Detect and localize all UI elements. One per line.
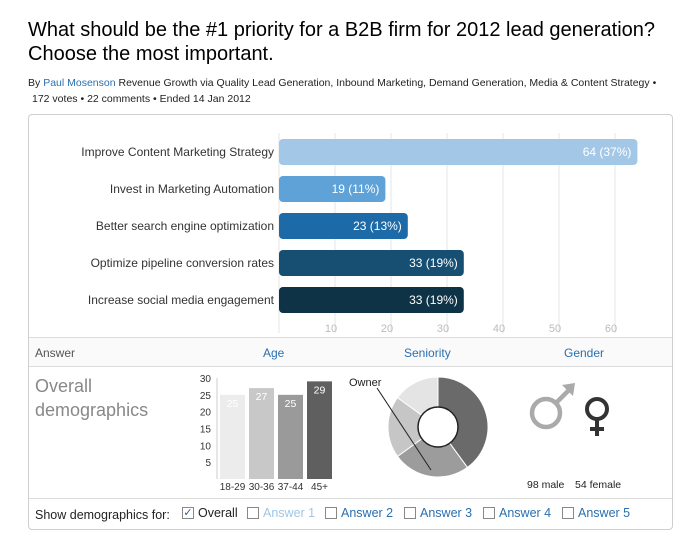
checkbox-answer-2[interactable] (325, 507, 337, 519)
option-label: Improve Content Marketing Strategy (81, 145, 274, 159)
bullet-separator: • (652, 77, 657, 89)
tab-age[interactable]: Age (263, 346, 285, 360)
poll-title: What should be the #1 priority for a B2B… (28, 19, 656, 65)
demographics-header: Answer Age Seniority Gender (29, 337, 672, 367)
checkbox-overall[interactable]: ✓ (182, 507, 194, 519)
bullet-separator: • (153, 93, 157, 105)
result-bar[interactable] (279, 287, 464, 313)
bar-value-label: 23 (13%) (353, 219, 402, 233)
results-chart: 10 20 30 40 50 60 64 (37%) 19 (11%) 23 (13%) 33 (… (278, 133, 638, 335)
result-bar[interactable] (279, 250, 464, 276)
poll-stats: 172 votes • 22 comments • Ended 14 Jan 2… (32, 93, 251, 105)
tab-seniority[interactable]: Seniority (404, 346, 451, 360)
bar-value-label: 33 (19%) (409, 256, 458, 270)
tab-gender[interactable]: Gender (564, 346, 605, 360)
checkbox-answer-4[interactable] (483, 507, 495, 519)
vote-count: 172 votes (32, 93, 78, 105)
bullet-separator: • (80, 93, 85, 105)
poll-byline: By Paul Mosenson Revenue Growth via Qual… (28, 77, 656, 89)
filter-answer-5[interactable]: Answer 5 (562, 506, 630, 520)
x-tick-label: 10 (325, 323, 337, 335)
x-tick-label: 20 (381, 323, 393, 335)
filter-answer-1[interactable]: Answer 1 (247, 506, 315, 520)
x-tick-label: 30 (437, 323, 449, 335)
poll-categories: Revenue Growth via Quality Lead Generati… (118, 77, 650, 89)
bar-value-label: 64 (37%) (583, 145, 632, 159)
filter-overall[interactable]: ✓ Overall (182, 506, 238, 520)
x-tick-label: 40 (493, 323, 505, 335)
header-answer: Answer (35, 346, 76, 360)
by-prefix: By (28, 77, 41, 89)
option-label: Optimize pipeline conversion rates (90, 256, 274, 270)
seniority-donut-chart (376, 376, 489, 478)
results-panel: 10 20 30 40 50 60 64 (37%) 19 (11%) 23 (13%) 33 (… (28, 114, 673, 530)
result-bar[interactable] (279, 176, 386, 202)
checkbox-answer-1[interactable] (247, 507, 259, 519)
option-label: Invest in Marketing Automation (109, 182, 274, 196)
filter-answer-3[interactable]: Answer 3 (404, 506, 472, 520)
filter-answer-4[interactable]: Answer 4 (483, 506, 551, 520)
result-bar[interactable] (279, 139, 638, 165)
end-date: Ended 14 Jan 2012 (159, 93, 251, 105)
option-label: Increase social media engagement (87, 293, 274, 307)
result-bar[interactable] (279, 213, 408, 239)
owner-leader-line (376, 387, 432, 471)
bar-value-label: 33 (19%) (409, 293, 458, 307)
x-tick-label: 50 (549, 323, 561, 335)
donut-hole (417, 406, 459, 448)
bar-value-label: 19 (11%) (332, 182, 380, 196)
option-label: Better search engine optimization (95, 219, 274, 233)
comment-count[interactable]: 22 comments (87, 93, 151, 105)
demographics-filter-bar: Show demographics for: ✓ Overall Answer … (29, 498, 672, 529)
male-count: 98 male (527, 479, 565, 491)
female-count: 54 female (575, 479, 622, 491)
filter-label: Show demographics for: (35, 508, 170, 522)
donut-owner-label: Owner (349, 377, 382, 389)
checkbox-answer-3[interactable] (404, 507, 416, 519)
author-link[interactable]: Paul Mosenson (43, 77, 116, 89)
checkbox-answer-5[interactable] (562, 507, 574, 519)
filter-answer-2[interactable]: Answer 2 (325, 506, 393, 520)
x-tick-label: 60 (605, 323, 617, 335)
demographics-title: Overall demographics (35, 376, 149, 420)
